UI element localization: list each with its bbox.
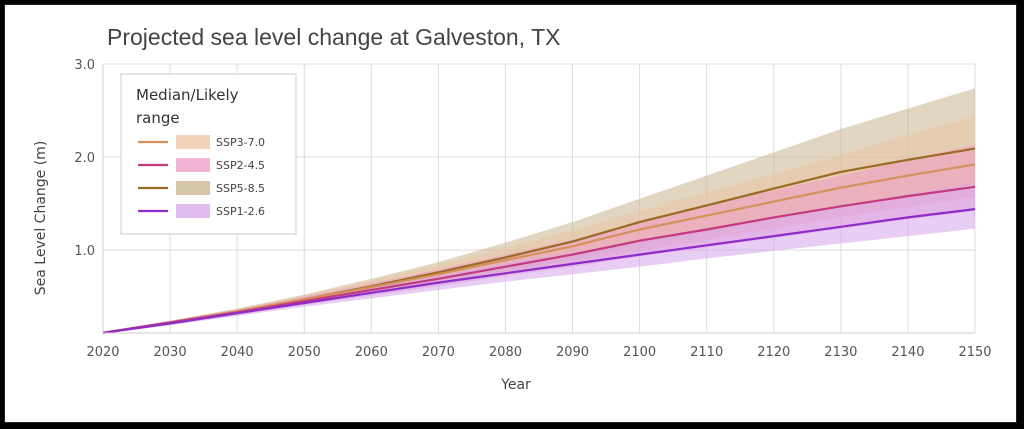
legend-entry-label: SSP2-4.5 xyxy=(216,159,265,172)
legend-band-swatch xyxy=(176,181,210,195)
legend-entry-label: SSP1-2.6 xyxy=(216,205,265,218)
y-tick-label: 1.0 xyxy=(74,244,95,259)
x-tick-label: 2080 xyxy=(489,345,522,360)
legend-entry-label: SSP3-7.0 xyxy=(216,136,265,149)
x-tick-label: 2020 xyxy=(86,345,119,360)
x-tick-label: 2110 xyxy=(690,345,723,360)
legend-title-line2: range xyxy=(136,109,180,127)
x-tick-label: 2130 xyxy=(824,345,857,360)
median-line xyxy=(102,208,976,334)
x-tick-label: 2060 xyxy=(355,345,388,360)
x-tick-label: 2050 xyxy=(288,345,321,360)
legend-entries: SSP3-7.0 SSP2-4.5 SSP5-8.5 SSP1-2.6 xyxy=(138,135,265,218)
legend-title-line1: Median/Likely xyxy=(136,86,239,104)
x-tick-label: 2150 xyxy=(958,345,991,360)
axes: 2020 2030 2040 2050 2060 2070 2080 2090 2100 2110… xyxy=(74,58,991,360)
x-tick-label: 2090 xyxy=(556,345,589,360)
x-axis-label: Year xyxy=(500,377,531,393)
chart-title: Projected sea level change at Galveston,… xyxy=(107,24,561,50)
x-tick-label: 2140 xyxy=(891,345,924,360)
legend-band-swatch xyxy=(176,135,210,149)
legend-band-swatch xyxy=(176,204,210,218)
y-tick-label: 3.0 xyxy=(74,58,95,73)
legend: Median/Likely range SSP3-7.0 SSP2-4.5 SSP5… xyxy=(120,73,297,235)
x-tick-label: 2070 xyxy=(422,345,455,360)
y-tick-label: 2.0 xyxy=(74,151,95,166)
x-tick-label: 2030 xyxy=(154,345,187,360)
legend-band-swatch xyxy=(176,158,210,172)
x-tick-label: 2040 xyxy=(221,345,254,360)
legend-entry-label: SSP5-8.5 xyxy=(216,182,265,195)
x-tick-label: 2120 xyxy=(757,345,790,360)
x-tick-label: 2100 xyxy=(623,345,656,360)
median-lines xyxy=(102,147,976,334)
y-axis-label: Sea Level Change (m) xyxy=(33,141,49,296)
